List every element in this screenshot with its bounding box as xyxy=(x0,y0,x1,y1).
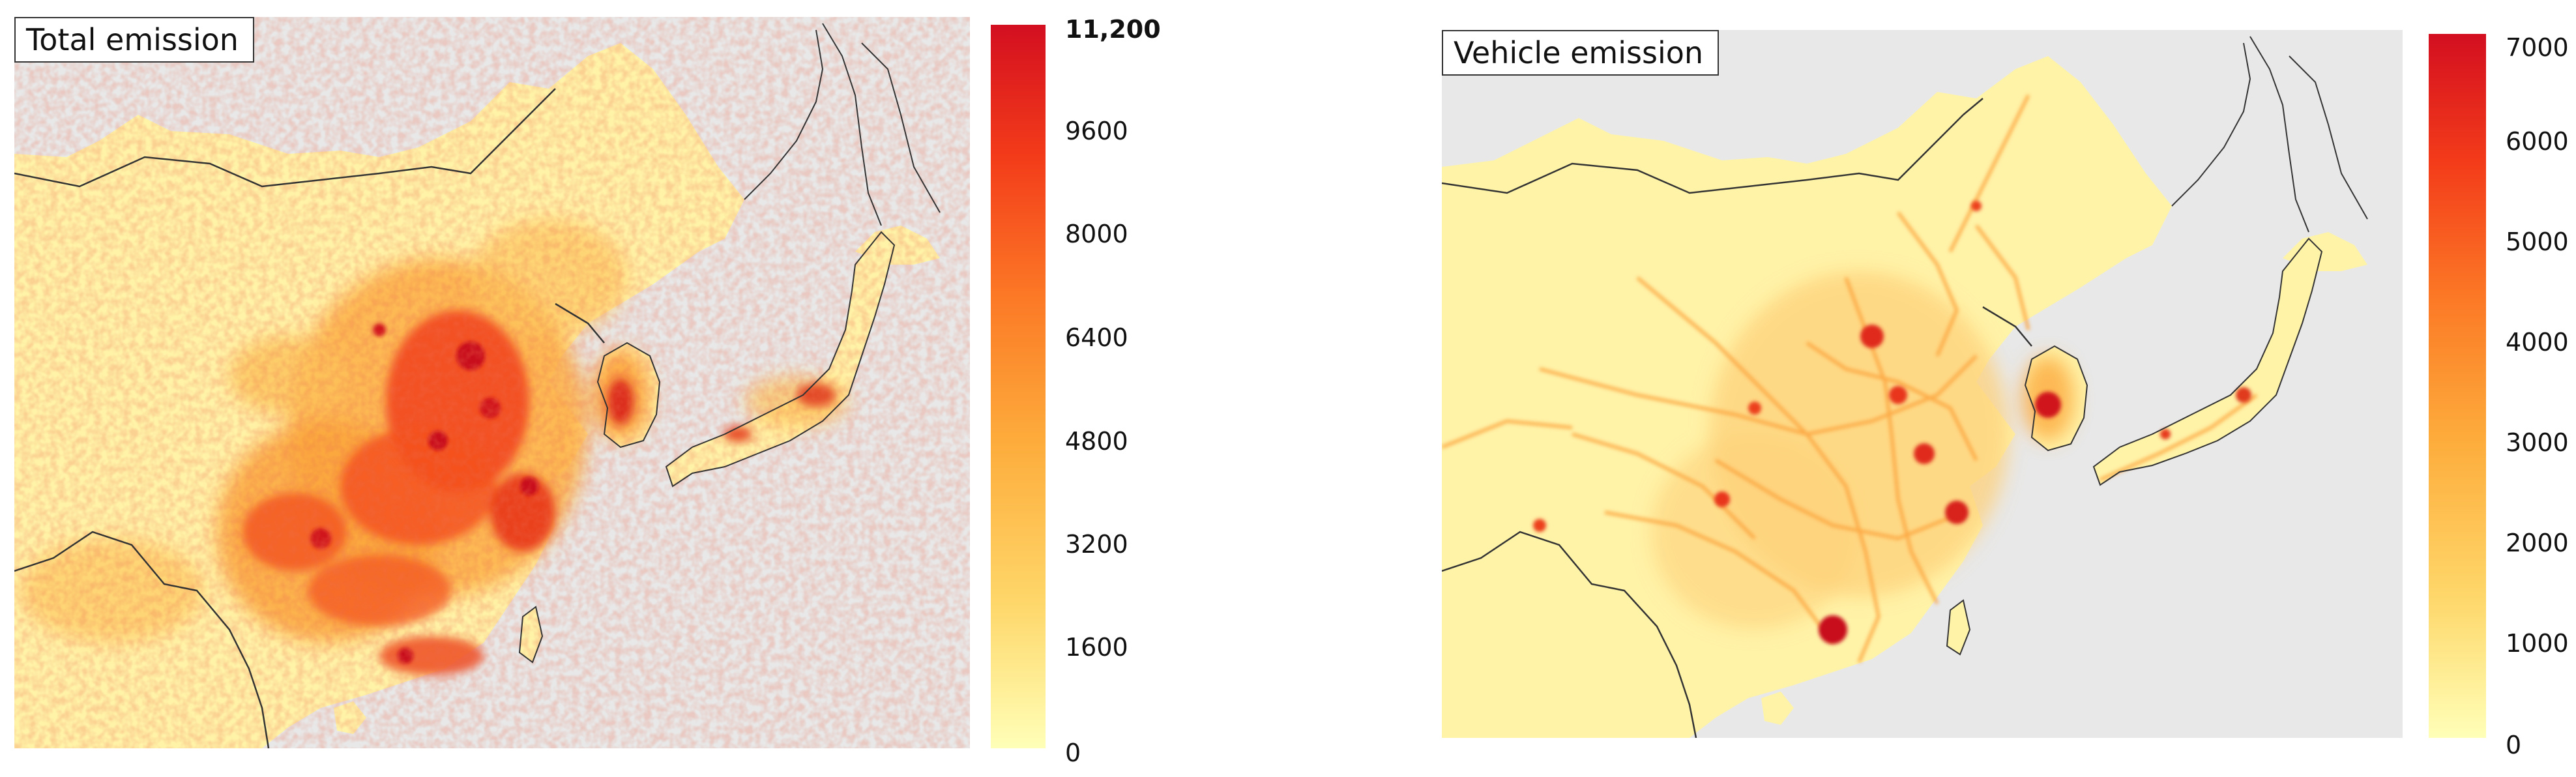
coast-japan xyxy=(2092,237,2323,486)
coast-russia-east xyxy=(2171,42,2251,207)
total-emission-colorbar xyxy=(991,25,1046,748)
coast-kamchatka xyxy=(2289,55,2368,220)
coast-sakhalin xyxy=(2249,36,2309,233)
china-southwest-border xyxy=(1442,531,1697,738)
total-emission-colorbar-gradient xyxy=(991,25,1046,748)
vehicle-colorbar-tick: 5000 xyxy=(2506,227,2569,256)
coast-kamchatka xyxy=(861,42,941,213)
vehicle-emission-map xyxy=(1442,30,2403,738)
total-colorbar-tick: 1600 xyxy=(1065,633,1128,662)
china-korea-border xyxy=(555,302,605,344)
total-colorbar-tick: 3200 xyxy=(1065,530,1128,559)
coast-korea xyxy=(2024,345,2088,452)
vehicle-emission-map-graphic xyxy=(1442,36,2368,738)
taiwan-landmass xyxy=(1947,600,1970,654)
coast-taiwan xyxy=(518,606,544,664)
total-colorbar-tick: 9600 xyxy=(1065,117,1128,145)
vehicle-emission-colorbar-gradient xyxy=(2429,34,2486,738)
total-colorbar-tick: 8000 xyxy=(1065,220,1128,248)
vehicle-heat-broad xyxy=(1650,271,2074,630)
mongolia-border xyxy=(1442,98,1983,194)
china-korea-border xyxy=(1982,306,2032,347)
total-colorbar-tick: 0 xyxy=(1065,739,1081,767)
coast-taiwan xyxy=(1946,599,1971,656)
total-colorbar-tick: 6400 xyxy=(1065,323,1128,352)
hainan-landmass xyxy=(1761,692,1794,725)
road-network xyxy=(1442,94,2258,663)
total-emission-map xyxy=(14,17,970,748)
vehicle-emission-colorbar xyxy=(2429,34,2486,738)
total-emission-map-graphic xyxy=(14,17,970,748)
vehicle-colorbar-tick: 2000 xyxy=(2506,529,2569,557)
coast-japan xyxy=(665,231,896,488)
vehicle-colorbar-tick: 4000 xyxy=(2506,328,2569,357)
coast-sakhalin xyxy=(822,23,882,226)
vehicle-colorbar-tick: 7000 xyxy=(2506,33,2569,62)
china-southwest-border xyxy=(14,531,270,748)
total-emission-title: Total emission xyxy=(14,17,254,63)
vehicle-colorbar-tick: 3000 xyxy=(2506,428,2569,457)
coast-russia-east xyxy=(744,29,824,200)
vehicle-heat-cities xyxy=(1533,201,2251,644)
vehicle-colorbar-tick: 0 xyxy=(2506,731,2522,759)
hokkaido-landmass xyxy=(2283,232,2367,271)
vehicle-emission-title: Vehicle emission xyxy=(1442,30,1720,76)
vehicle-colorbar-tick: 1000 xyxy=(2506,629,2569,658)
total-colorbar-tick-max: 11,200 xyxy=(1065,15,1161,44)
vehicle-colorbar-tick: 6000 xyxy=(2506,127,2569,156)
coast-korea xyxy=(596,342,661,448)
mongolia-border xyxy=(14,88,556,188)
total-colorbar-tick: 4800 xyxy=(1065,427,1128,456)
